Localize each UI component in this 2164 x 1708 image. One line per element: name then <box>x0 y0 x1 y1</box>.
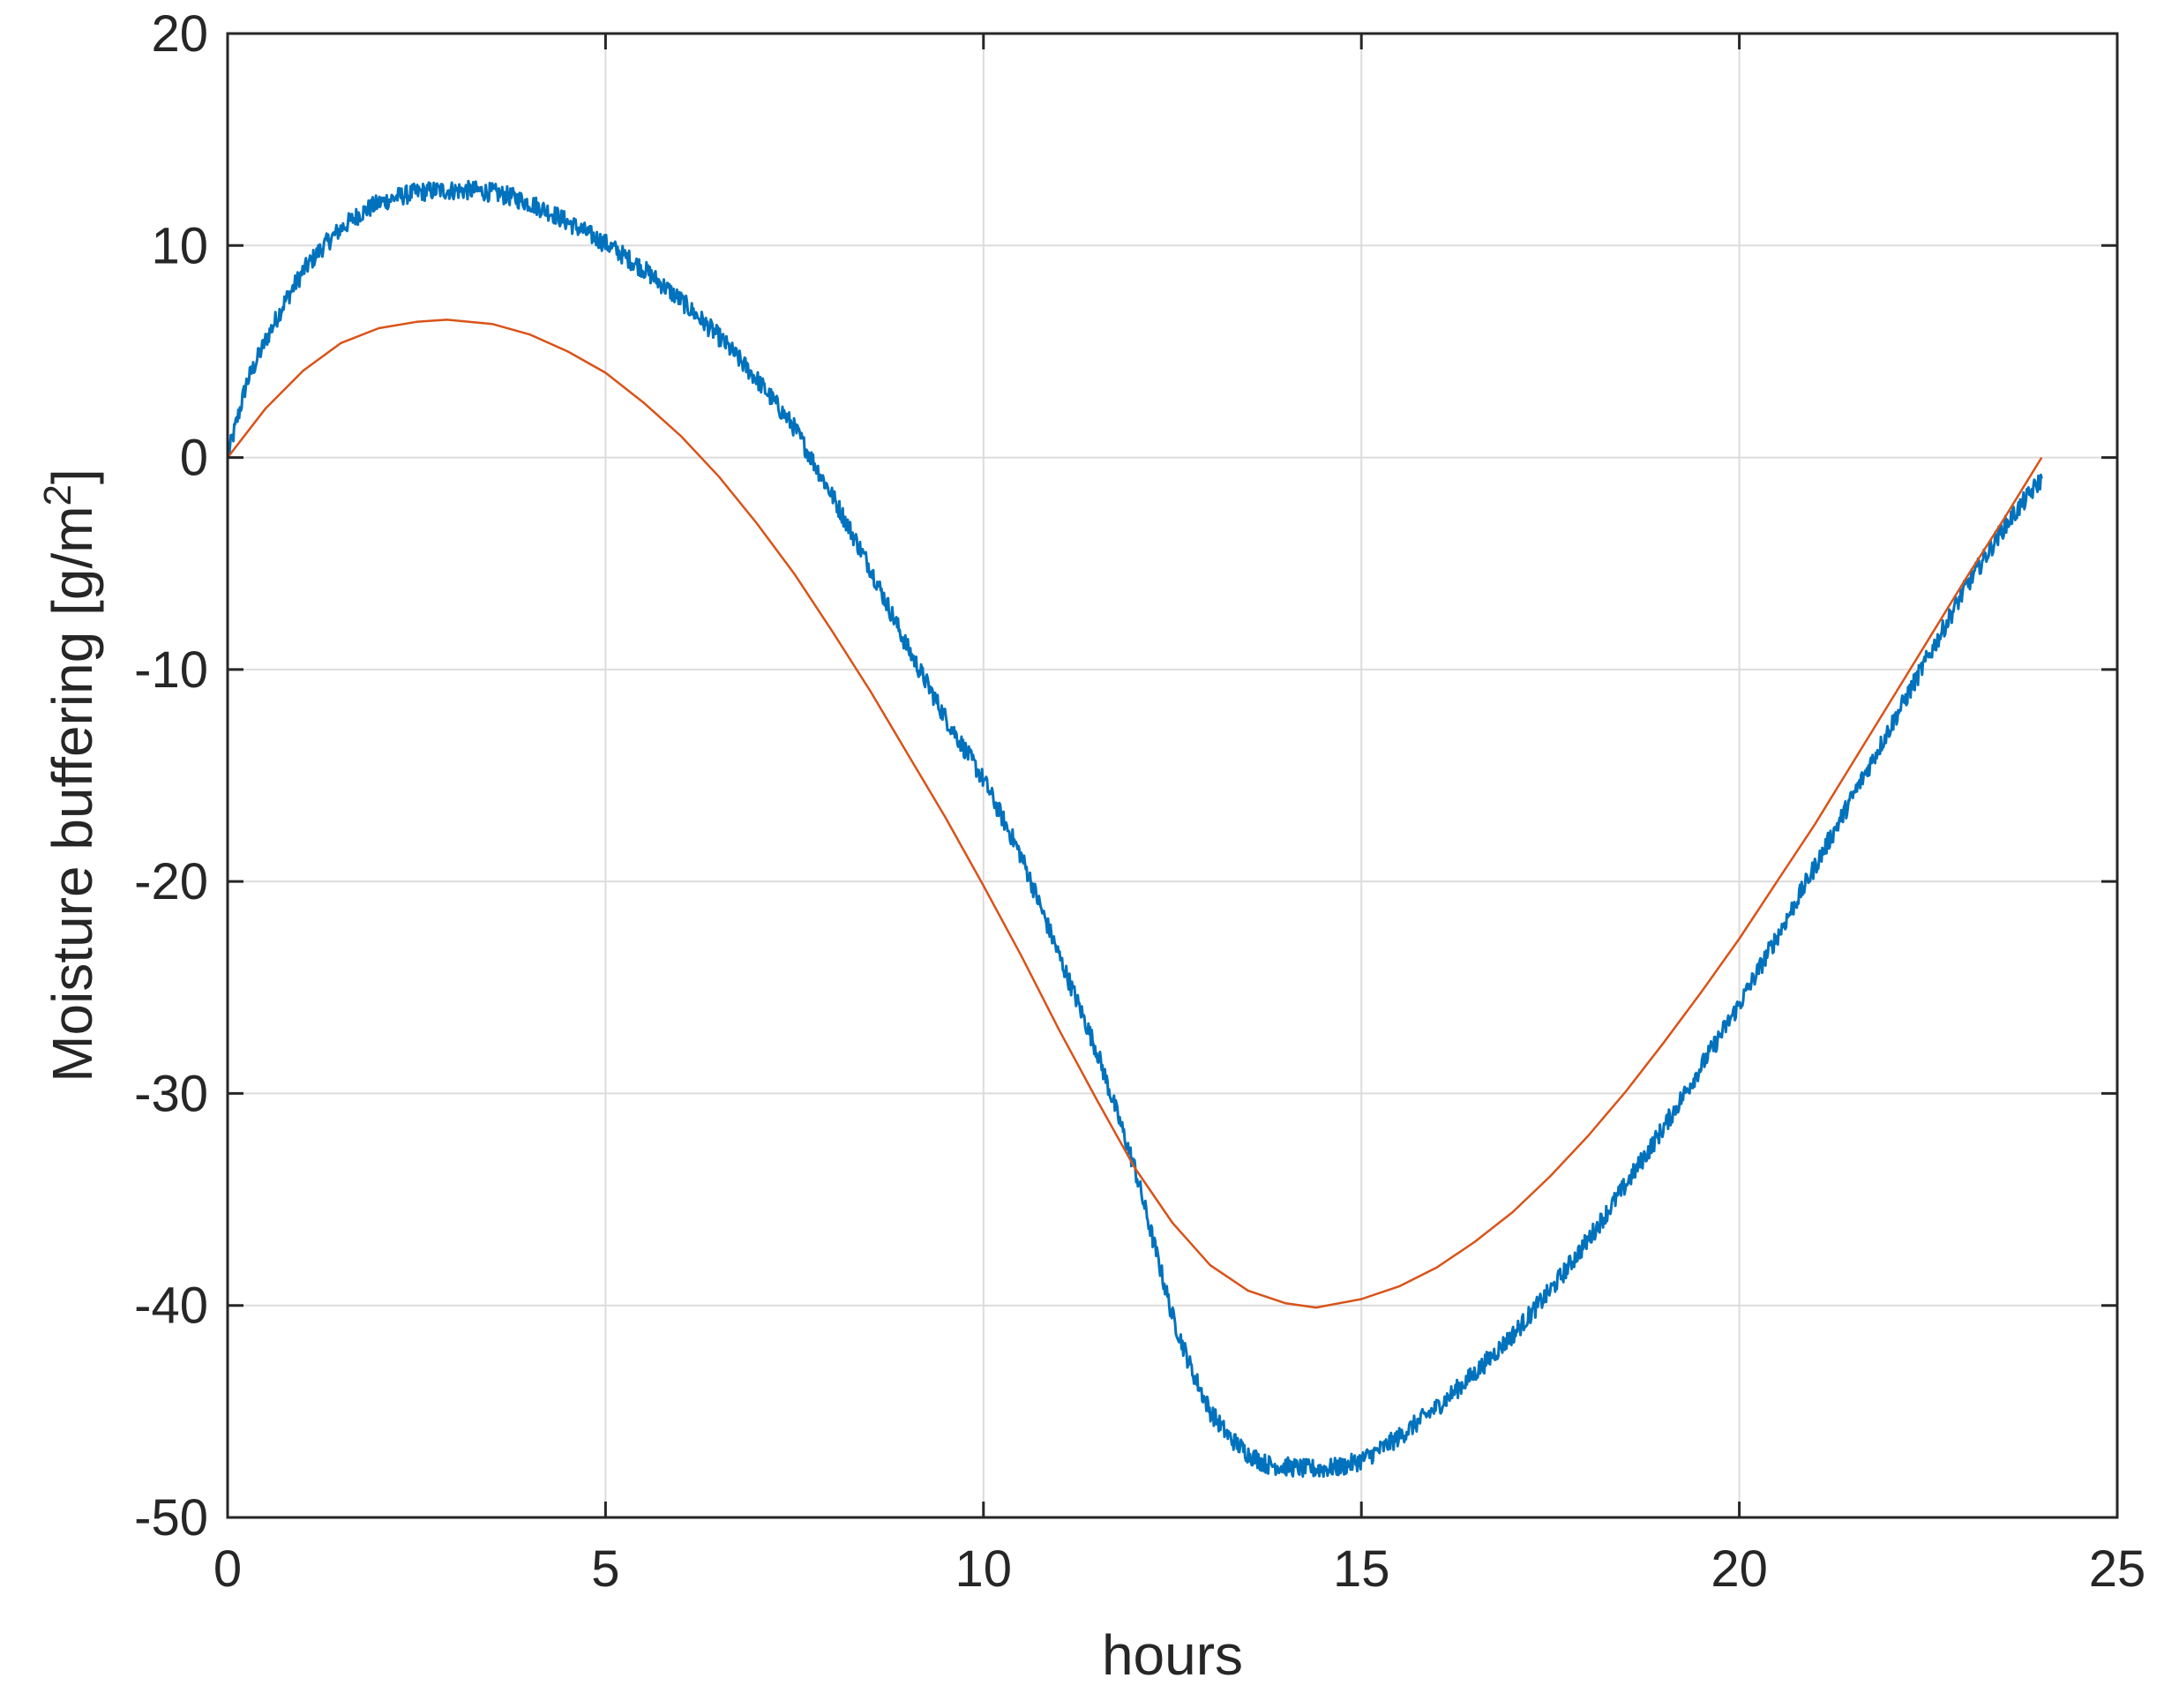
y-tick-label: 20 <box>151 5 208 63</box>
y-tick-label: -40 <box>134 1277 208 1335</box>
x-tick-label: 10 <box>955 1540 1013 1598</box>
model-series-line <box>227 318 2043 1309</box>
x-tick-label: 20 <box>1711 1540 1768 1598</box>
y-tick-label: -20 <box>134 853 208 910</box>
y-axis-label-suffix: ] <box>41 468 104 484</box>
x-tick-label: 5 <box>591 1540 619 1598</box>
plot-frame <box>226 32 2119 1519</box>
x-axis-label: hours <box>1102 1623 1243 1687</box>
x-tick-labels: 0 5 10 15 20 25 <box>213 1540 2145 1598</box>
x-tick-label: 15 <box>1333 1540 1390 1598</box>
y-tick-label: -30 <box>134 1065 208 1122</box>
y-tick-label: -50 <box>134 1489 208 1547</box>
y-tick-label: 0 <box>180 430 208 487</box>
y-axis-label-main: Moisture buffering [g/m <box>41 506 104 1082</box>
y-tick-label: 10 <box>151 217 208 274</box>
y-axis-label-superscript: 2 <box>36 484 79 506</box>
measured-series-line <box>226 179 2043 1479</box>
series-layer <box>226 179 2043 1479</box>
y-axis-label: Moisture buffering [g/m2] <box>36 468 104 1082</box>
y-tick-labels: -50 -40 -30 -20 -10 0 10 20 <box>134 5 208 1547</box>
axis-ticks <box>226 32 2119 1519</box>
grid-lines <box>227 33 2118 1518</box>
y-tick-label: -10 <box>134 641 208 699</box>
x-tick-label: 0 <box>213 1540 242 1598</box>
x-tick-label: 25 <box>2089 1540 2146 1598</box>
